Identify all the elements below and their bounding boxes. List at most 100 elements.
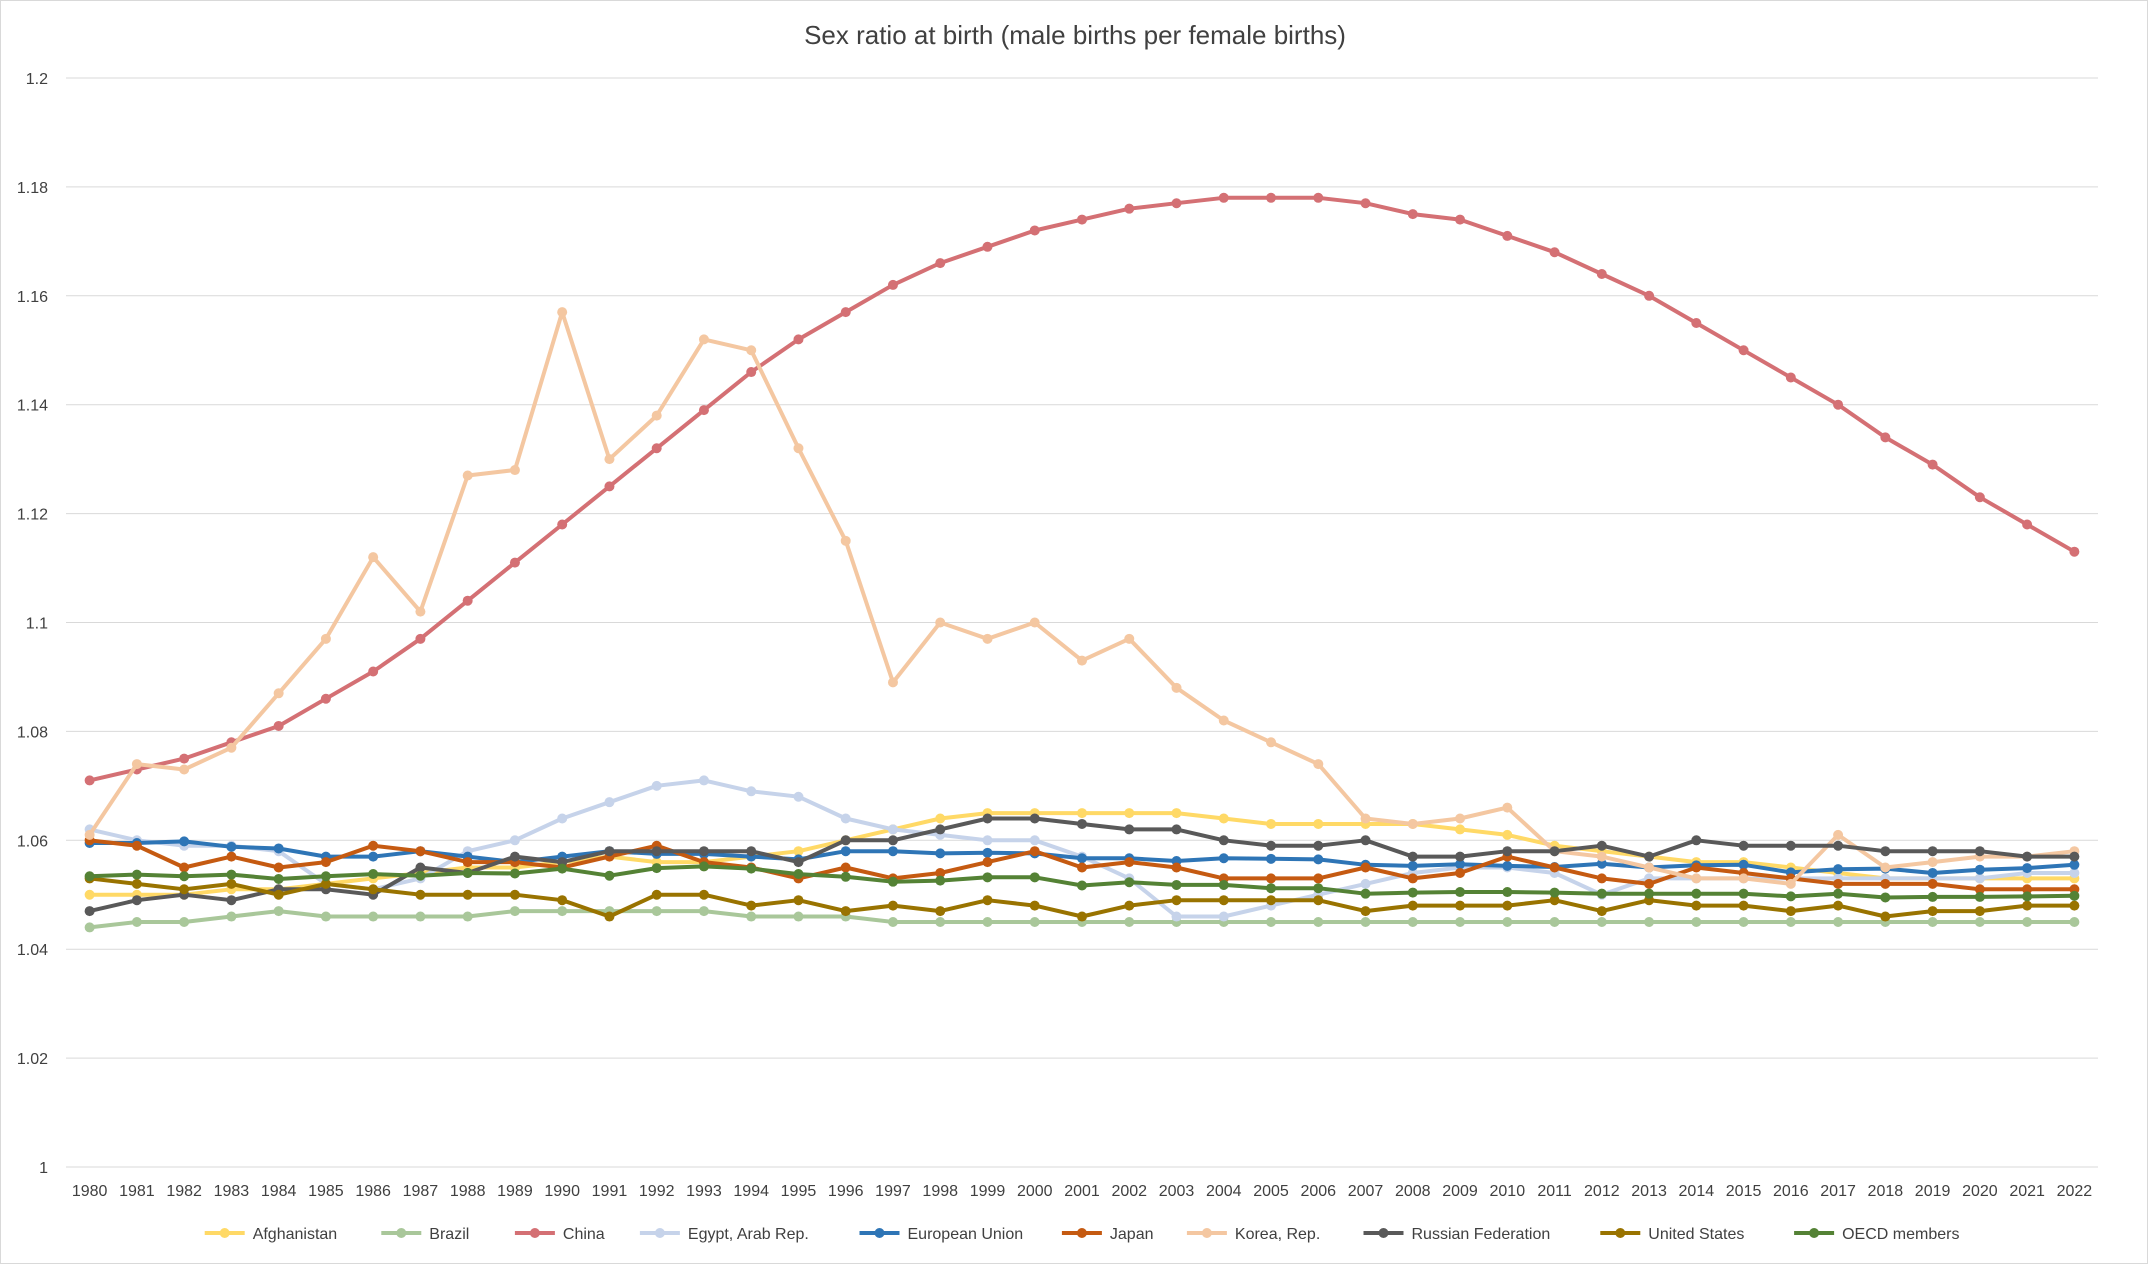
x-tick-label: 2022 (2057, 1183, 2093, 1200)
data-point (415, 862, 426, 873)
data-point (368, 666, 379, 677)
data-point (1171, 879, 1182, 890)
data-point (2022, 863, 2033, 874)
legend-label: Korea, Rep. (1235, 1226, 1320, 1243)
data-point (273, 889, 284, 900)
y-tick-label: 1.12 (17, 507, 48, 524)
data-point (2022, 884, 2033, 895)
data-point (1502, 829, 1513, 840)
data-point (1927, 459, 1938, 470)
data-point (1077, 911, 1087, 922)
data-point (2022, 916, 2033, 927)
data-point (1360, 888, 1371, 899)
legend-item-korea-rep: Korea, Rep. (1186, 1226, 1320, 1243)
data-point (1455, 867, 1466, 878)
data-point (1360, 198, 1371, 209)
data-point (651, 780, 662, 791)
data-point (1360, 878, 1371, 889)
data-point (84, 906, 95, 917)
data-point (604, 454, 615, 465)
data-point (1407, 900, 1418, 911)
data-point (698, 906, 709, 917)
data-point (131, 916, 142, 927)
x-tick-label: 2008 (1395, 1183, 1431, 1200)
x-tick-label: 1993 (686, 1183, 722, 1200)
data-point (746, 911, 757, 922)
data-point (1785, 891, 1796, 902)
data-point (1549, 916, 1560, 927)
data-point (1880, 862, 1891, 873)
data-point (1455, 859, 1466, 870)
data-point (1407, 887, 1418, 898)
data-point (604, 870, 615, 881)
x-tick-label: 1987 (403, 1183, 439, 1200)
data-point (462, 889, 473, 900)
data-point (887, 677, 898, 688)
data-point (1266, 818, 1277, 829)
data-point (415, 633, 426, 644)
x-tick-label: 1999 (970, 1183, 1006, 1200)
data-point (226, 869, 237, 880)
y-tick-label: 1.08 (17, 724, 48, 741)
data-point (1124, 808, 1135, 819)
data-point (935, 824, 946, 835)
x-tick-label: 1988 (450, 1183, 486, 1200)
data-point (179, 836, 190, 847)
data-point (746, 900, 757, 911)
data-point (1596, 858, 1607, 869)
data-point (1880, 846, 1891, 857)
data-point (1927, 878, 1938, 889)
x-tick-label: 1980 (72, 1183, 108, 1200)
data-point (84, 871, 95, 882)
data-point (226, 911, 237, 922)
data-point (557, 863, 568, 874)
data-point (651, 846, 662, 857)
data-point (698, 889, 709, 900)
data-point (793, 443, 804, 454)
data-point (1880, 911, 1891, 922)
data-point (415, 911, 426, 922)
data-point (1124, 824, 1135, 835)
data-point (1455, 813, 1466, 824)
legend-item-oecd-members: OECD members (1794, 1226, 1959, 1243)
data-point (1266, 873, 1277, 884)
data-point (1171, 682, 1182, 693)
data-point (273, 862, 284, 873)
data-point (1785, 906, 1796, 917)
data-point (509, 835, 520, 846)
x-tick-label: 1983 (214, 1183, 250, 1200)
data-point (840, 906, 851, 917)
data-point (462, 470, 473, 481)
data-point (226, 841, 237, 852)
data-point (1171, 808, 1182, 819)
legend-item-european-union: European Union (859, 1226, 1023, 1243)
data-point (1313, 916, 1324, 927)
data-point (1171, 824, 1182, 835)
data-point (982, 633, 993, 644)
data-point (1360, 906, 1371, 917)
data-point (935, 867, 946, 878)
x-tick-label: 2006 (1300, 1183, 1336, 1200)
x-tick-label: 2021 (2009, 1183, 2045, 1200)
data-point (1360, 813, 1371, 824)
data-point (840, 862, 851, 873)
data-point (1266, 853, 1277, 864)
data-point (1407, 916, 1418, 927)
data-point (368, 840, 379, 851)
legend-label: Afghanistan (253, 1226, 338, 1243)
y-axis: 1 1.02 1.04 1.06 1.08 1.1 1.12 1.14 1.16 1.18 1.2 (17, 71, 48, 1177)
data-point (1691, 318, 1702, 329)
data-point (1974, 884, 1985, 895)
data-point (746, 345, 757, 356)
y-tick-label: 1.16 (17, 289, 48, 306)
data-point (1218, 715, 1229, 726)
chart-title: Sex ratio at birth (male births per fema… (804, 20, 1346, 50)
series-line (87, 310, 2077, 886)
data-point (273, 843, 284, 854)
x-tick-label: 2004 (1206, 1183, 1242, 1200)
data-point (462, 857, 473, 868)
data-point (1974, 873, 1985, 884)
data-point (1218, 853, 1229, 864)
y-tick-label: 1.06 (17, 833, 48, 850)
data-point (415, 889, 426, 900)
